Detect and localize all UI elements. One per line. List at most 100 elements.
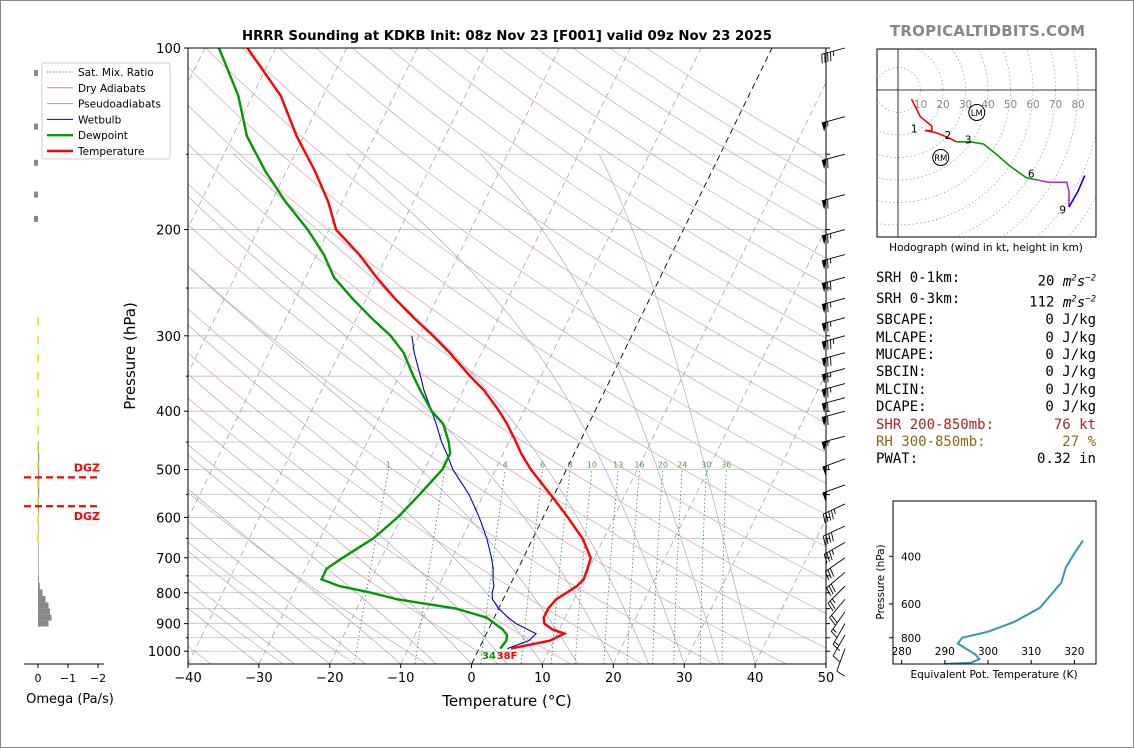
- isotherm-line: [471, 48, 773, 664]
- omega-bar: [38, 575, 39, 583]
- wind-barb-full: [830, 339, 832, 349]
- wind-barb-full: [827, 158, 829, 169]
- wind-barb: [822, 503, 846, 524]
- theta-e-plot: [944, 540, 1084, 664]
- x-tick-label: 0: [467, 671, 475, 686]
- wind-barb-full: [836, 670, 845, 677]
- stat-row: SBCIN: 0 J/kg: [876, 364, 1096, 381]
- hodograph-ring-label: 30: [959, 99, 972, 111]
- wind-barb-full: [828, 511, 832, 521]
- wind-barb-full: [821, 54, 823, 64]
- y-axis-label: Pressure (hPa): [121, 302, 139, 410]
- omega-bar: [38, 538, 39, 547]
- theta-e-y-tick-label: 600: [901, 599, 921, 611]
- wetbulb-line: [411, 335, 537, 650]
- omega-x-tick-label: −1: [60, 672, 76, 685]
- mixing-ratio-label: 36: [721, 461, 731, 470]
- wind-barb: [832, 634, 846, 663]
- wind-barb-full: [827, 373, 829, 383]
- mixing-ratio-line: [721, 469, 727, 664]
- hodograph-height-label: 9: [1059, 204, 1066, 216]
- omega-bar: [34, 215, 38, 222]
- isotherm-line: [258, 48, 560, 664]
- storm-motion-marker: [968, 104, 986, 121]
- wind-barb-flag: [821, 303, 827, 314]
- x-tick-label: 20: [605, 671, 622, 686]
- stat-value: 20 m2s−2: [1038, 270, 1096, 291]
- stat-row: SBCAPE: 0 J/kg: [876, 312, 1096, 329]
- legend-box: [41, 62, 171, 160]
- wind-barb-half: [832, 628, 837, 633]
- stat-label: SBCIN:: [876, 364, 927, 381]
- theta-e-line: [944, 540, 1084, 664]
- wind-barb: [821, 116, 846, 132]
- dry-adiabat: [188, 541, 356, 664]
- hodograph-height-label: 6: [1028, 168, 1035, 180]
- wind-barb-full: [830, 51, 832, 62]
- dry-adiabat: [315, 48, 826, 395]
- theta-e-x-tick-label: 290: [935, 646, 955, 658]
- wind-barb-full: [830, 631, 838, 639]
- wind-barb-full: [828, 585, 834, 595]
- mixing-ratio-label: 4: [503, 461, 508, 470]
- theta-e-x-tick-label: 280: [892, 646, 912, 658]
- mixing-ratio-line: [353, 469, 389, 664]
- wind-barb: [821, 410, 846, 427]
- wind-barb-full: [827, 281, 829, 292]
- moist-adiabat: [188, 520, 366, 664]
- omega-bar: [38, 568, 39, 576]
- omega-x-tick-label: 0: [35, 672, 42, 685]
- stat-number: 112: [1029, 294, 1063, 311]
- legend-label: Temperature: [77, 146, 145, 158]
- wind-barb: [821, 435, 846, 452]
- wind-barb-full: [827, 259, 829, 269]
- wind-barb-shaft: [827, 585, 846, 604]
- storm-motion-label: LM: [971, 109, 983, 119]
- wind-barb-full: [832, 644, 841, 651]
- wind-barb-flag: [821, 121, 827, 132]
- moist-adiabat: [188, 550, 331, 664]
- stat-value: 0 J/kg: [1045, 399, 1096, 416]
- dry-adiabat: [188, 444, 499, 664]
- isotherm-line: [188, 48, 277, 229]
- dry-adiabat: [188, 224, 826, 649]
- wind-barb-half: [833, 508, 836, 515]
- y-tick-label: 1000: [148, 645, 181, 660]
- omega-x-axis-label: Omega (Pa/s): [26, 692, 114, 707]
- x-tick-label: 40: [747, 671, 764, 686]
- wind-barb-half: [830, 258, 832, 264]
- mixing-ratio-label: 1: [386, 461, 391, 470]
- omega-bar: [38, 453, 40, 465]
- wind-barb-full: [827, 602, 834, 612]
- theta-e-y-tick-label: 400: [901, 551, 921, 563]
- mixing-ratio-label: 24: [677, 461, 687, 470]
- dry-adiabat: [188, 492, 428, 664]
- wind-barb-shaft: [836, 648, 846, 672]
- x-tick-label: −40: [174, 671, 201, 686]
- wind-barb-half: [827, 465, 830, 471]
- mixing-ratio-label: 20: [658, 461, 668, 470]
- wind-barb-full: [827, 569, 832, 579]
- omega-bar: [38, 554, 39, 562]
- omega-bar: [38, 596, 46, 603]
- dry-adiabat: [188, 104, 826, 548]
- mixing-ratio-line: [699, 469, 707, 664]
- legend-label: Wetbulb: [78, 114, 122, 126]
- wind-barb-shaft: [825, 557, 846, 572]
- wind-barb-full: [827, 302, 829, 313]
- wind-barb-shaft: [823, 503, 846, 515]
- mixing-ratio-line: [574, 469, 593, 664]
- wind-barb-shaft: [821, 47, 846, 55]
- wind-barb: [821, 368, 846, 384]
- stat-value: 0.32 in: [1036, 451, 1096, 468]
- mixing-ratio-line: [626, 469, 640, 664]
- dry-adiabat: [188, 592, 284, 664]
- dry-adiabat: [188, 308, 715, 664]
- wind-barb-full: [822, 536, 826, 546]
- stat-row: MLCIN: 0 J/kg: [876, 382, 1096, 399]
- hodograph-segment: [956, 141, 1038, 181]
- hodograph-segment: [1037, 179, 1070, 207]
- wind-barb-half: [830, 233, 832, 239]
- wind-barb-shaft: [821, 153, 846, 161]
- dry-adiabat: [425, 48, 826, 312]
